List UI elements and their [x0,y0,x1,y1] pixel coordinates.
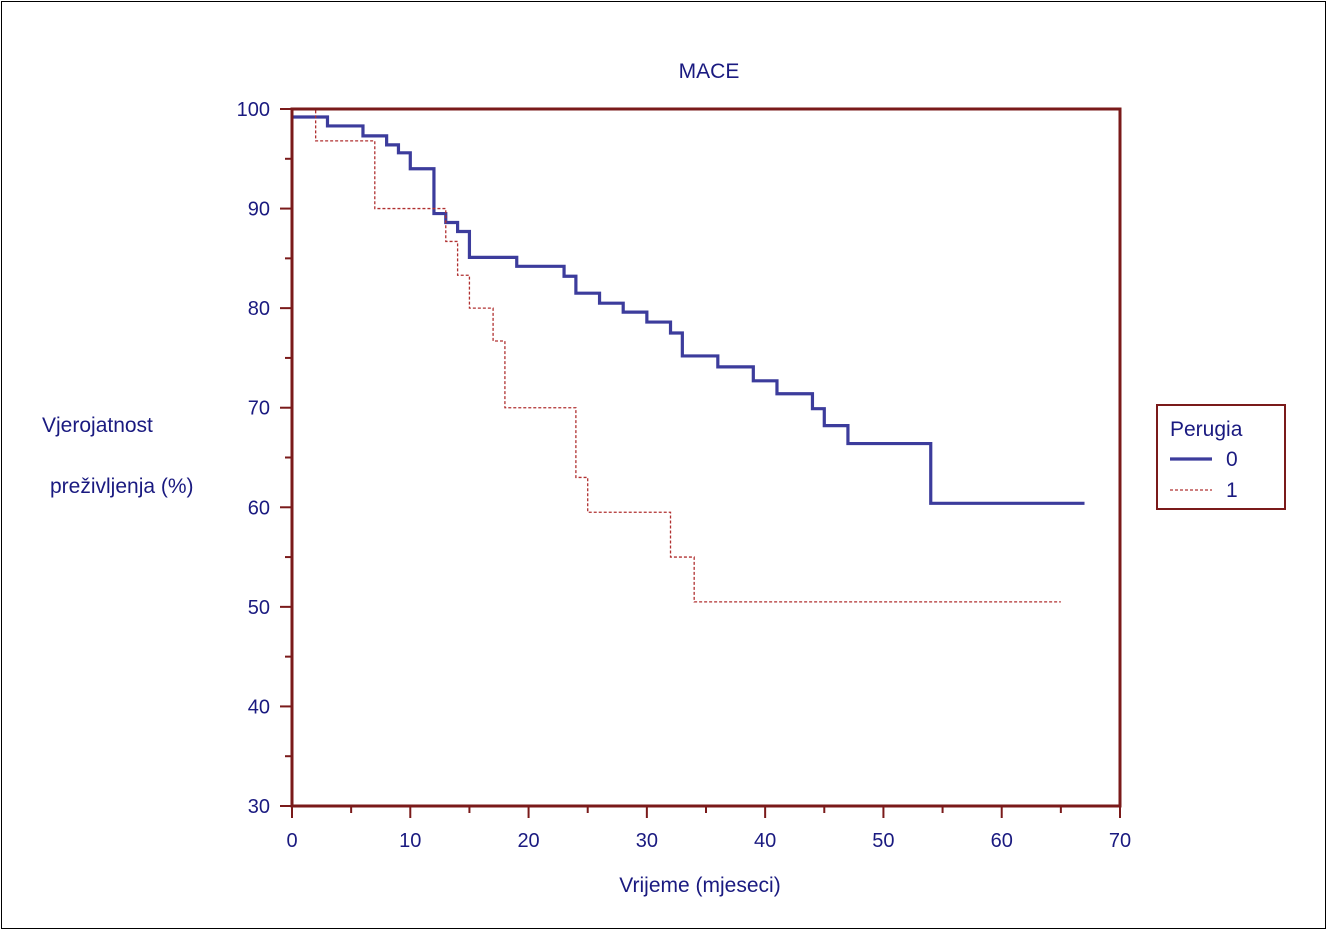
legend: Perugia 0 1 [1156,404,1286,510]
x-tick-label: 40 [754,830,776,852]
x-tick-label: 0 [286,830,297,852]
chart-title: MACE [679,60,740,83]
legend-title: Perugia [1170,418,1243,441]
plot-area-border [290,107,1122,808]
y-tick-label: 90 [248,199,270,221]
y-tick-label: 100 [237,99,270,121]
x-tick-label: 10 [399,830,421,852]
y-ticks: 30 40 50 60 70 80 90 100 [237,99,292,818]
x-tick-label: 30 [636,830,658,852]
series-line-0 [292,115,1085,505]
y-tick-label: 60 [248,497,270,519]
legend-label-0: 0 [1226,448,1238,471]
plot-series [292,108,1085,603]
y-axis-label: Vjerojatnost preživljenja (%) [42,414,194,498]
y-tick-label: 50 [248,597,270,619]
legend-label-1: 1 [1226,479,1238,502]
y-tick-label: 70 [248,398,270,420]
x-ticks: 0 10 20 30 40 50 60 70 [286,806,1131,852]
y-tick-label: 80 [248,298,270,320]
y-tick-label: 40 [248,696,270,718]
plot-axes [290,107,1122,808]
x-tick-label: 60 [991,830,1013,852]
legend-box [1156,404,1286,510]
y-axis-label-line-1: Vjerojatnost [42,414,153,437]
y-tick-label: 30 [248,796,270,818]
x-tick-label: 50 [872,830,894,852]
x-tick-label: 70 [1109,830,1131,852]
y-axis-label-line-2: preživljenja (%) [50,475,194,498]
series-line-1 [292,108,1061,603]
x-axis-label: Vrijeme (mjeseci) [619,874,780,897]
x-tick-label: 20 [517,830,539,852]
